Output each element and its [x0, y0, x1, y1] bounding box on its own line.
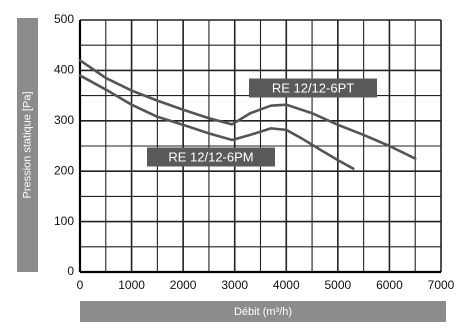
x-tick-label: 2000	[170, 278, 197, 292]
y-tick-label: 100	[54, 214, 74, 228]
y-tick-label: 0	[67, 264, 74, 278]
y-tick-label: 300	[54, 113, 74, 127]
x-axis-label: Débit (m³/h)	[234, 306, 292, 318]
x-tick-label: 5000	[325, 278, 352, 292]
series-line-2	[78, 74, 355, 170]
x-tick-label: 4000	[273, 278, 300, 292]
series-labels: RE 12/12-6PT RE 12/12-6PM	[147, 78, 377, 167]
x-axis-label-bg	[80, 301, 446, 322]
y-tick-label: 400	[54, 63, 74, 77]
y-tick-label: 500	[54, 12, 74, 26]
x-tick-label: 0	[77, 278, 84, 292]
x-tick-label: 1000	[118, 278, 145, 292]
y-axis-label-bg	[17, 18, 38, 272]
y-tick-label: 200	[54, 163, 74, 177]
series-label-bg	[249, 78, 377, 98]
series-line-1	[78, 59, 417, 160]
y-axis-label: Pression statique [Pa]	[21, 91, 33, 198]
x-tick-label: 7000	[428, 278, 455, 292]
grid	[78, 19, 442, 274]
x-tick-label: 3000	[221, 278, 248, 292]
series-label: RE 12/12-6PT	[272, 80, 354, 95]
series-lines	[78, 59, 417, 170]
x-tick-label: 6000	[376, 278, 403, 292]
series-label-bg	[147, 147, 275, 167]
series-label: RE 12/12-6PM	[168, 149, 253, 164]
